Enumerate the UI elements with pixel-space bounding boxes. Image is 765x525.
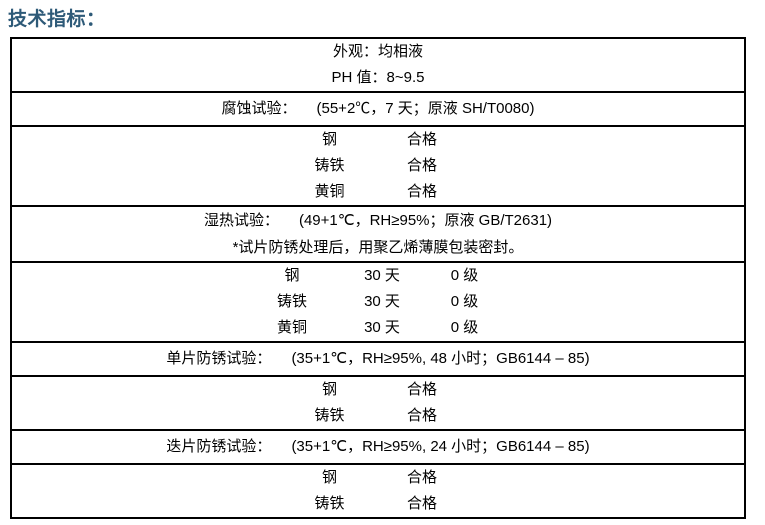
metal-name: 钢 bbox=[321, 381, 337, 398]
corrosion-test-label: 腐蚀试验： bbox=[221, 100, 297, 117]
ph-row: PH 值：8~9.5 bbox=[331, 69, 425, 86]
metal-name: 铸铁 bbox=[314, 157, 345, 174]
stacked-panel-results-section: 钢 合格 铸铁 合格 bbox=[12, 463, 744, 517]
stacked-panel-test-condition: (35+1℃，RH≥95%, 24 小时；GB6144 – 85) bbox=[291, 438, 590, 455]
result-row: 铸铁 合格 bbox=[12, 491, 744, 517]
metal-name: 黄铜 bbox=[314, 183, 345, 200]
metal-name: 钢 bbox=[321, 469, 337, 486]
metal-name: 铸铁 bbox=[276, 293, 307, 310]
metal-name: 钢 bbox=[284, 267, 300, 284]
damp-heat-test-condition: (49+1℃，RH≥95%；原液 GB/T2631) bbox=[298, 212, 553, 229]
single-panel-test-condition: (35+1℃，RH≥95%, 48 小时；GB6144 – 85) bbox=[291, 350, 590, 367]
result-row: 钢 合格 bbox=[12, 377, 744, 403]
metal-name: 黄铜 bbox=[276, 319, 307, 336]
metal-name: 钢 bbox=[321, 131, 337, 148]
result-row: 铸铁 30 天 0 级 bbox=[12, 289, 744, 315]
result-value: 合格 bbox=[406, 183, 437, 200]
general-properties-section: 外观：均相液 PH 值：8~9.5 bbox=[12, 39, 744, 91]
damp-heat-test-header: 湿热试验： (49+1℃，RH≥95%；原液 GB/T2631) *试片防锈处理… bbox=[12, 205, 744, 261]
damp-heat-condition-row: 湿热试验： (49+1℃，RH≥95%；原液 GB/T2631) bbox=[12, 207, 744, 234]
result-row: 钢 合格 bbox=[12, 465, 744, 491]
grade-value: 0 级 bbox=[450, 319, 479, 336]
corrosion-test-condition: (55+2℃，7 天；原液 SH/T0080) bbox=[316, 100, 535, 117]
damp-heat-test-label: 湿热试验： bbox=[203, 212, 279, 229]
result-value: 合格 bbox=[406, 407, 437, 424]
appearance-row: 外观：均相液 bbox=[332, 43, 423, 60]
single-panel-test-header: 单片防锈试验： (35+1℃，RH≥95%, 48 小时；GB6144 – 85… bbox=[12, 341, 744, 375]
result-row: 黄铜 30 天 0 级 bbox=[12, 315, 744, 341]
corrosion-test-header: 腐蚀试验： (55+2℃，7 天；原液 SH/T0080) bbox=[12, 91, 744, 125]
grade-value: 0 级 bbox=[450, 267, 479, 284]
duration-value: 30 天 bbox=[364, 293, 400, 310]
corrosion-results-section: 钢 合格 铸铁 合格 黄铜 合格 bbox=[12, 125, 744, 205]
stacked-panel-test-header: 迭片防锈试验： (35+1℃，RH≥95%, 24 小时；GB6144 – 85… bbox=[12, 429, 744, 463]
grade-value: 0 级 bbox=[450, 293, 479, 310]
metal-name: 铸铁 bbox=[314, 495, 345, 512]
result-value: 合格 bbox=[406, 157, 437, 174]
result-row: 钢 30 天 0 级 bbox=[12, 263, 744, 289]
spec-table: 外观：均相液 PH 值：8~9.5 腐蚀试验： (55+2℃，7 天；原液 SH… bbox=[10, 37, 746, 519]
result-row: 铸铁 合格 bbox=[12, 403, 744, 429]
result-row: 钢 合格 bbox=[12, 127, 744, 153]
result-row: 铸铁 合格 bbox=[12, 153, 744, 179]
damp-heat-note: *试片防锈处理后，用聚乙烯薄膜包装密封。 bbox=[232, 239, 524, 256]
duration-value: 30 天 bbox=[364, 267, 400, 284]
damp-heat-results-section: 钢 30 天 0 级 铸铁 30 天 0 级 黄铜 30 天 0 级 bbox=[12, 261, 744, 341]
metal-name: 铸铁 bbox=[314, 407, 345, 424]
page-title: 技术指标： bbox=[8, 9, 106, 30]
single-panel-test-label: 单片防锈试验： bbox=[166, 350, 272, 367]
duration-value: 30 天 bbox=[364, 319, 400, 336]
stacked-panel-test-label: 迭片防锈试验： bbox=[166, 438, 272, 455]
result-value: 合格 bbox=[406, 469, 437, 486]
result-row: 黄铜 合格 bbox=[12, 179, 744, 205]
single-panel-results-section: 钢 合格 铸铁 合格 bbox=[12, 375, 744, 429]
result-value: 合格 bbox=[406, 495, 437, 512]
result-value: 合格 bbox=[406, 381, 437, 398]
result-value: 合格 bbox=[406, 131, 437, 148]
